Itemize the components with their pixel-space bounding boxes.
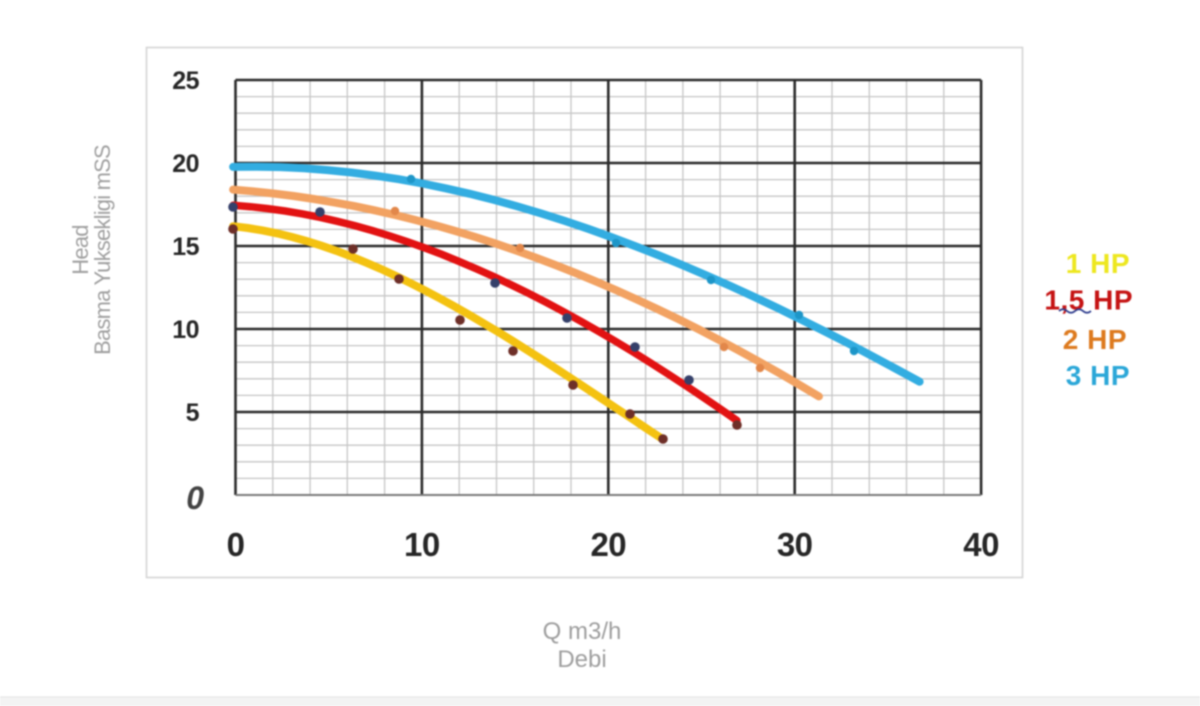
svg-text:1,5 HP: 1,5 HP	[1044, 285, 1133, 316]
svg-text:40: 40	[963, 526, 999, 563]
svg-text:25: 25	[172, 67, 199, 95]
svg-text:1 HP: 1 HP	[1066, 248, 1130, 279]
svg-text:20: 20	[172, 150, 199, 178]
svg-text:15: 15	[172, 233, 199, 261]
svg-text:Basma Yuksekligi mSS: Basma Yuksekligi mSS	[90, 145, 115, 355]
svg-text:0: 0	[186, 480, 204, 516]
svg-text:3 HP: 3 HP	[1066, 360, 1130, 391]
svg-text:30: 30	[777, 526, 813, 563]
svg-text:Debi: Debi	[557, 646, 606, 673]
svg-text:10: 10	[404, 526, 440, 563]
svg-text:Q m3/h: Q m3/h	[543, 618, 622, 645]
svg-text:10: 10	[172, 316, 199, 344]
svg-text:0: 0	[227, 526, 245, 563]
svg-text:Head: Head	[68, 225, 93, 274]
svg-text:20: 20	[590, 526, 626, 563]
svg-text:5: 5	[186, 399, 200, 427]
svg-text:2 HP: 2 HP	[1063, 324, 1127, 355]
